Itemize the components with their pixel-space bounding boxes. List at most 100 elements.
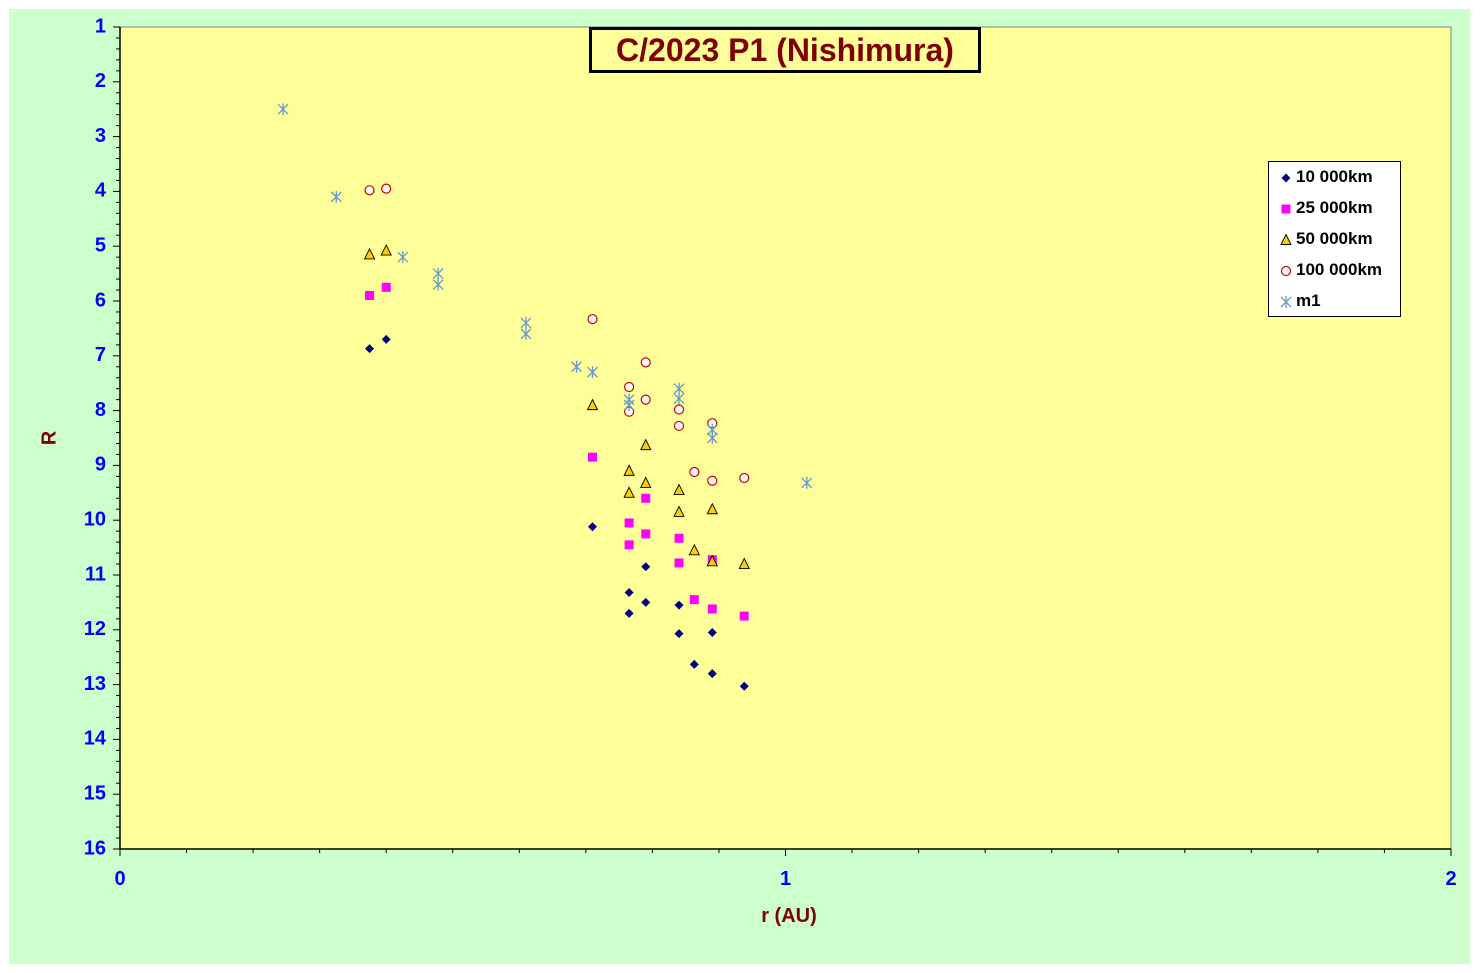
y-tick-label: 14 bbox=[84, 728, 107, 750]
data-point bbox=[640, 438, 652, 451]
legend-marker-asterisk bbox=[1280, 296, 1292, 308]
legend-item-10000km: 10 000km bbox=[1269, 164, 1400, 190]
data-point bbox=[739, 611, 749, 621]
legend-item-100000km: 100 000km bbox=[1269, 257, 1400, 283]
y-tick-label: 10 bbox=[84, 508, 106, 530]
data-point bbox=[641, 493, 651, 503]
y-tick-label: 13 bbox=[84, 673, 106, 695]
legend-marker-square bbox=[1281, 204, 1291, 214]
data-point bbox=[381, 334, 391, 344]
legend-marker-shape bbox=[1280, 233, 1292, 245]
data-point bbox=[624, 608, 634, 618]
y-tick-label: 8 bbox=[95, 399, 106, 421]
legend-marker-diamond bbox=[1281, 173, 1291, 183]
y-tick-label: 5 bbox=[95, 234, 106, 256]
legend-marker-shape bbox=[1281, 204, 1291, 214]
y-tick-label: 12 bbox=[84, 618, 106, 640]
legend-item-25000km: 25 000km bbox=[1269, 195, 1400, 221]
data-point bbox=[624, 588, 634, 598]
legend-item-m1: m1 bbox=[1269, 288, 1400, 314]
data-point bbox=[673, 404, 685, 415]
x-axis-label: r (AU) bbox=[761, 905, 817, 927]
data-point bbox=[706, 502, 719, 515]
y-tick-label: 1 bbox=[95, 15, 106, 37]
data-point bbox=[707, 628, 717, 638]
data-point bbox=[641, 562, 651, 572]
data-point bbox=[365, 291, 375, 301]
legend: 10 000km 25 000km 50 000km 100 000km m1 bbox=[1268, 161, 1401, 317]
series-square bbox=[365, 282, 749, 621]
legend-marker-triangle bbox=[1280, 233, 1292, 245]
legend-label: 10 000km bbox=[1296, 167, 1373, 186]
data-point bbox=[707, 669, 717, 679]
data-point bbox=[330, 190, 342, 203]
data-point bbox=[587, 313, 598, 325]
data-point bbox=[801, 476, 813, 489]
legend-label: 25 000km bbox=[1296, 198, 1373, 217]
data-point bbox=[587, 366, 598, 379]
data-point bbox=[623, 464, 635, 476]
data-point bbox=[689, 466, 700, 478]
legend-marker-shape bbox=[1281, 173, 1291, 183]
plot-area bbox=[119, 26, 1452, 850]
data-point bbox=[707, 604, 717, 614]
data-point bbox=[588, 522, 598, 532]
data-point bbox=[432, 267, 444, 280]
data-point bbox=[640, 357, 651, 368]
data-point bbox=[623, 486, 635, 498]
series-triangle bbox=[363, 244, 750, 569]
x-tick-label: 0 bbox=[114, 868, 125, 890]
data-point bbox=[640, 394, 651, 405]
data-point bbox=[674, 600, 684, 610]
chart-title: C/2023 P1 (Nishimura) bbox=[616, 31, 954, 68]
data-point bbox=[673, 505, 685, 517]
legend-label: m1 bbox=[1296, 291, 1321, 310]
series-circle bbox=[364, 183, 750, 486]
data-point bbox=[571, 360, 582, 373]
data-point bbox=[397, 251, 409, 264]
data-point bbox=[624, 381, 635, 393]
y-tick-label: 7 bbox=[95, 344, 106, 366]
data-points bbox=[277, 103, 813, 691]
axes bbox=[113, 26, 1452, 856]
data-point bbox=[738, 557, 750, 569]
data-point bbox=[706, 432, 718, 444]
data-point bbox=[674, 558, 684, 568]
data-point bbox=[520, 327, 532, 340]
data-point bbox=[520, 316, 532, 329]
y-tick-label: 4 bbox=[95, 180, 107, 202]
data-point bbox=[707, 475, 718, 486]
data-point bbox=[706, 554, 719, 567]
data-point bbox=[586, 398, 599, 411]
y-axis-label: R bbox=[38, 430, 60, 445]
chart-title-box: C/2023 P1 (Nishimura) bbox=[589, 27, 981, 73]
data-point bbox=[623, 399, 635, 412]
data-point bbox=[381, 183, 392, 194]
y-tick-label: 3 bbox=[95, 125, 106, 147]
data-point bbox=[641, 597, 651, 607]
x-tick-label: 1 bbox=[780, 868, 791, 890]
y-tick-label: 2 bbox=[95, 70, 106, 92]
data-point bbox=[674, 533, 684, 543]
data-point bbox=[739, 681, 749, 691]
legend-marker-circle bbox=[1280, 265, 1292, 277]
data-point bbox=[365, 344, 375, 354]
data-point bbox=[641, 529, 651, 539]
legend-item-50000km: 50 000km bbox=[1269, 226, 1400, 252]
data-point bbox=[689, 595, 699, 605]
x-tick-label: 2 bbox=[1445, 868, 1456, 890]
data-point bbox=[364, 185, 375, 196]
data-point bbox=[739, 472, 750, 484]
data-point bbox=[673, 483, 685, 496]
data-point bbox=[363, 247, 376, 260]
y-tick-label: 6 bbox=[95, 289, 106, 311]
y-tick-label: 9 bbox=[95, 454, 106, 476]
legend-marker-shape bbox=[1280, 265, 1292, 277]
y-tick-label: 16 bbox=[84, 837, 106, 859]
data-point bbox=[588, 452, 598, 462]
series-diamond bbox=[365, 334, 749, 691]
legend-marker-shape bbox=[1280, 296, 1292, 308]
data-point bbox=[673, 392, 685, 405]
